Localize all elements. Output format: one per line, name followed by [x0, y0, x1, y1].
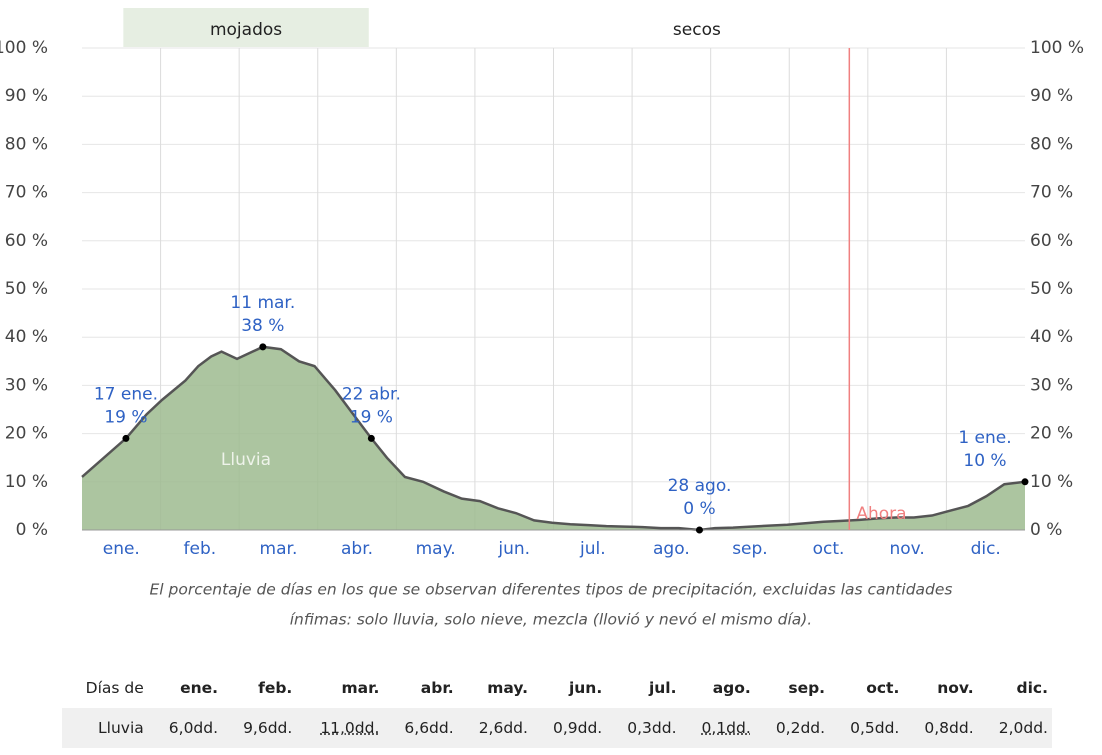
band — [123, 8, 369, 47]
y-tick-label: 30 % — [5, 375, 48, 395]
y2-tick-label: 80 % — [1030, 134, 1073, 154]
header-row: Días de ene. feb. mar. abr. may. jun. jul. ago. s… — [62, 668, 1052, 708]
caption: El porcentaje de días en los que se obse… — [150, 581, 953, 599]
annotation-date: 22 abr. — [342, 384, 401, 404]
y-tick-label: 60 % — [5, 231, 48, 251]
table-cell: 0,1dd. — [680, 708, 755, 748]
table-cell: 0,8dd. — [903, 708, 978, 748]
chart: mojados secos 0 % 0 % 10 % 10 % 20 % 20 % 30 % 30… — [0, 8, 1084, 629]
table-cell: 0,3dd. — [606, 708, 681, 748]
band-label: mojados — [210, 20, 282, 40]
y-tick-label: 70 % — [5, 183, 48, 203]
y-tick-label: 10 % — [5, 472, 48, 492]
series-label: Lluvia — [221, 450, 271, 470]
y-tick-label: 80 % — [5, 134, 48, 154]
x-tick-label: sep. — [732, 539, 768, 559]
y2-tick-label: 90 % — [1030, 86, 1073, 106]
header-cell: may. — [487, 679, 528, 697]
band-label: secos — [673, 20, 721, 40]
annotation-value: 19 % — [350, 407, 393, 427]
x-tick-label: may. — [416, 539, 456, 559]
annotation-value: 10 % — [963, 451, 1006, 471]
annotation-date: 1 ene. — [958, 428, 1011, 448]
y2-tick-label: 50 % — [1030, 279, 1073, 299]
annotation-date: 28 ago. — [668, 476, 732, 496]
table-cell: 9,6dd. — [222, 708, 297, 748]
header-cell: feb. — [258, 679, 293, 697]
y-tick-label: 0 % — [16, 520, 48, 540]
x-tick-label: oct. — [813, 539, 845, 559]
table-cell: 6,6dd. — [383, 708, 458, 748]
header-cell: jul. — [648, 679, 677, 697]
annotation-date: 11 mar. — [230, 293, 295, 313]
x-tick-label: ago. — [653, 539, 690, 559]
y-tick-label: 40 % — [5, 327, 48, 347]
header-cell: oct. — [866, 679, 900, 697]
table-row: Lluvia 6,0dd. 9,6dd. 11,0dd. 6,6dd. 2,6dd. 0,9… — [62, 708, 1052, 748]
y2-tick-label: 10 % — [1030, 472, 1073, 492]
x-tick-label: dic. — [971, 539, 1001, 559]
header-cell: dic. — [1016, 679, 1048, 697]
x-tick-label: jun. — [497, 539, 530, 559]
y2-tick-label: 60 % — [1030, 231, 1073, 251]
x-tick-label: jul. — [579, 539, 606, 559]
table-cell: 0,9dd. — [531, 708, 607, 748]
header-cell: nov. — [937, 679, 974, 697]
y2-tick-label: 70 % — [1030, 183, 1073, 203]
line — [81, 345, 1026, 532]
annotation-value: 19 % — [104, 407, 147, 427]
header-cell: ene. — [180, 679, 219, 697]
table-cell: 0,5dd. — [829, 708, 904, 748]
y2-tick-label: 20 % — [1030, 424, 1073, 444]
caption: ínfimas: solo lluvia, solo nieve, mezcla… — [290, 611, 813, 629]
header-cell: sep. — [788, 679, 826, 697]
x-tick-label: feb. — [184, 539, 217, 559]
y2-tick-label: 30 % — [1030, 375, 1073, 395]
table-cell: Lluvia — [62, 708, 148, 748]
x-tick-label: ene. — [103, 539, 140, 559]
table-cell: 6,0dd. — [147, 708, 223, 748]
annotation-point — [122, 434, 130, 442]
header-cell: ago. — [712, 679, 751, 697]
y2-tick-label: 40 % — [1030, 327, 1073, 347]
y2-tick-label: 0 % — [1030, 520, 1062, 540]
y-tick-label: 20 % — [5, 424, 48, 444]
y-tick-label: 100 % — [0, 38, 48, 58]
annotation-point — [259, 343, 267, 351]
annotation-value: 0 % — [683, 499, 715, 519]
y2-tick-label: 100 % — [1030, 38, 1084, 58]
x-tick-label: nov. — [889, 539, 924, 559]
header-cell: mar. — [341, 679, 380, 697]
table-cell: 2,0dd. — [977, 708, 1052, 748]
table-cell: 2,6dd. — [457, 708, 532, 748]
header-cell: Días de — [85, 679, 144, 697]
table-cell: 0,2dd. — [754, 708, 830, 748]
header-cell: jun. — [568, 679, 603, 697]
annotation-date: 17 ene. — [94, 384, 158, 404]
x-tick-label: abr. — [341, 539, 373, 559]
area — [82, 346, 1025, 530]
annotation-point — [1021, 478, 1029, 486]
header-cell: abr. — [420, 679, 454, 697]
annotation-value: 38 % — [241, 316, 284, 336]
table-cell: 11,0dd. — [296, 708, 384, 748]
x-tick-label: mar. — [260, 539, 298, 559]
now-label: Ahora — [856, 504, 906, 524]
annotation-point — [695, 526, 703, 534]
y-tick-label: 50 % — [5, 279, 48, 299]
summary-table: Días de ene. feb. mar. abr. may. jun. jul. ago. s… — [62, 668, 1052, 748]
annotation-point — [367, 434, 375, 442]
y-tick-label: 90 % — [5, 86, 48, 106]
